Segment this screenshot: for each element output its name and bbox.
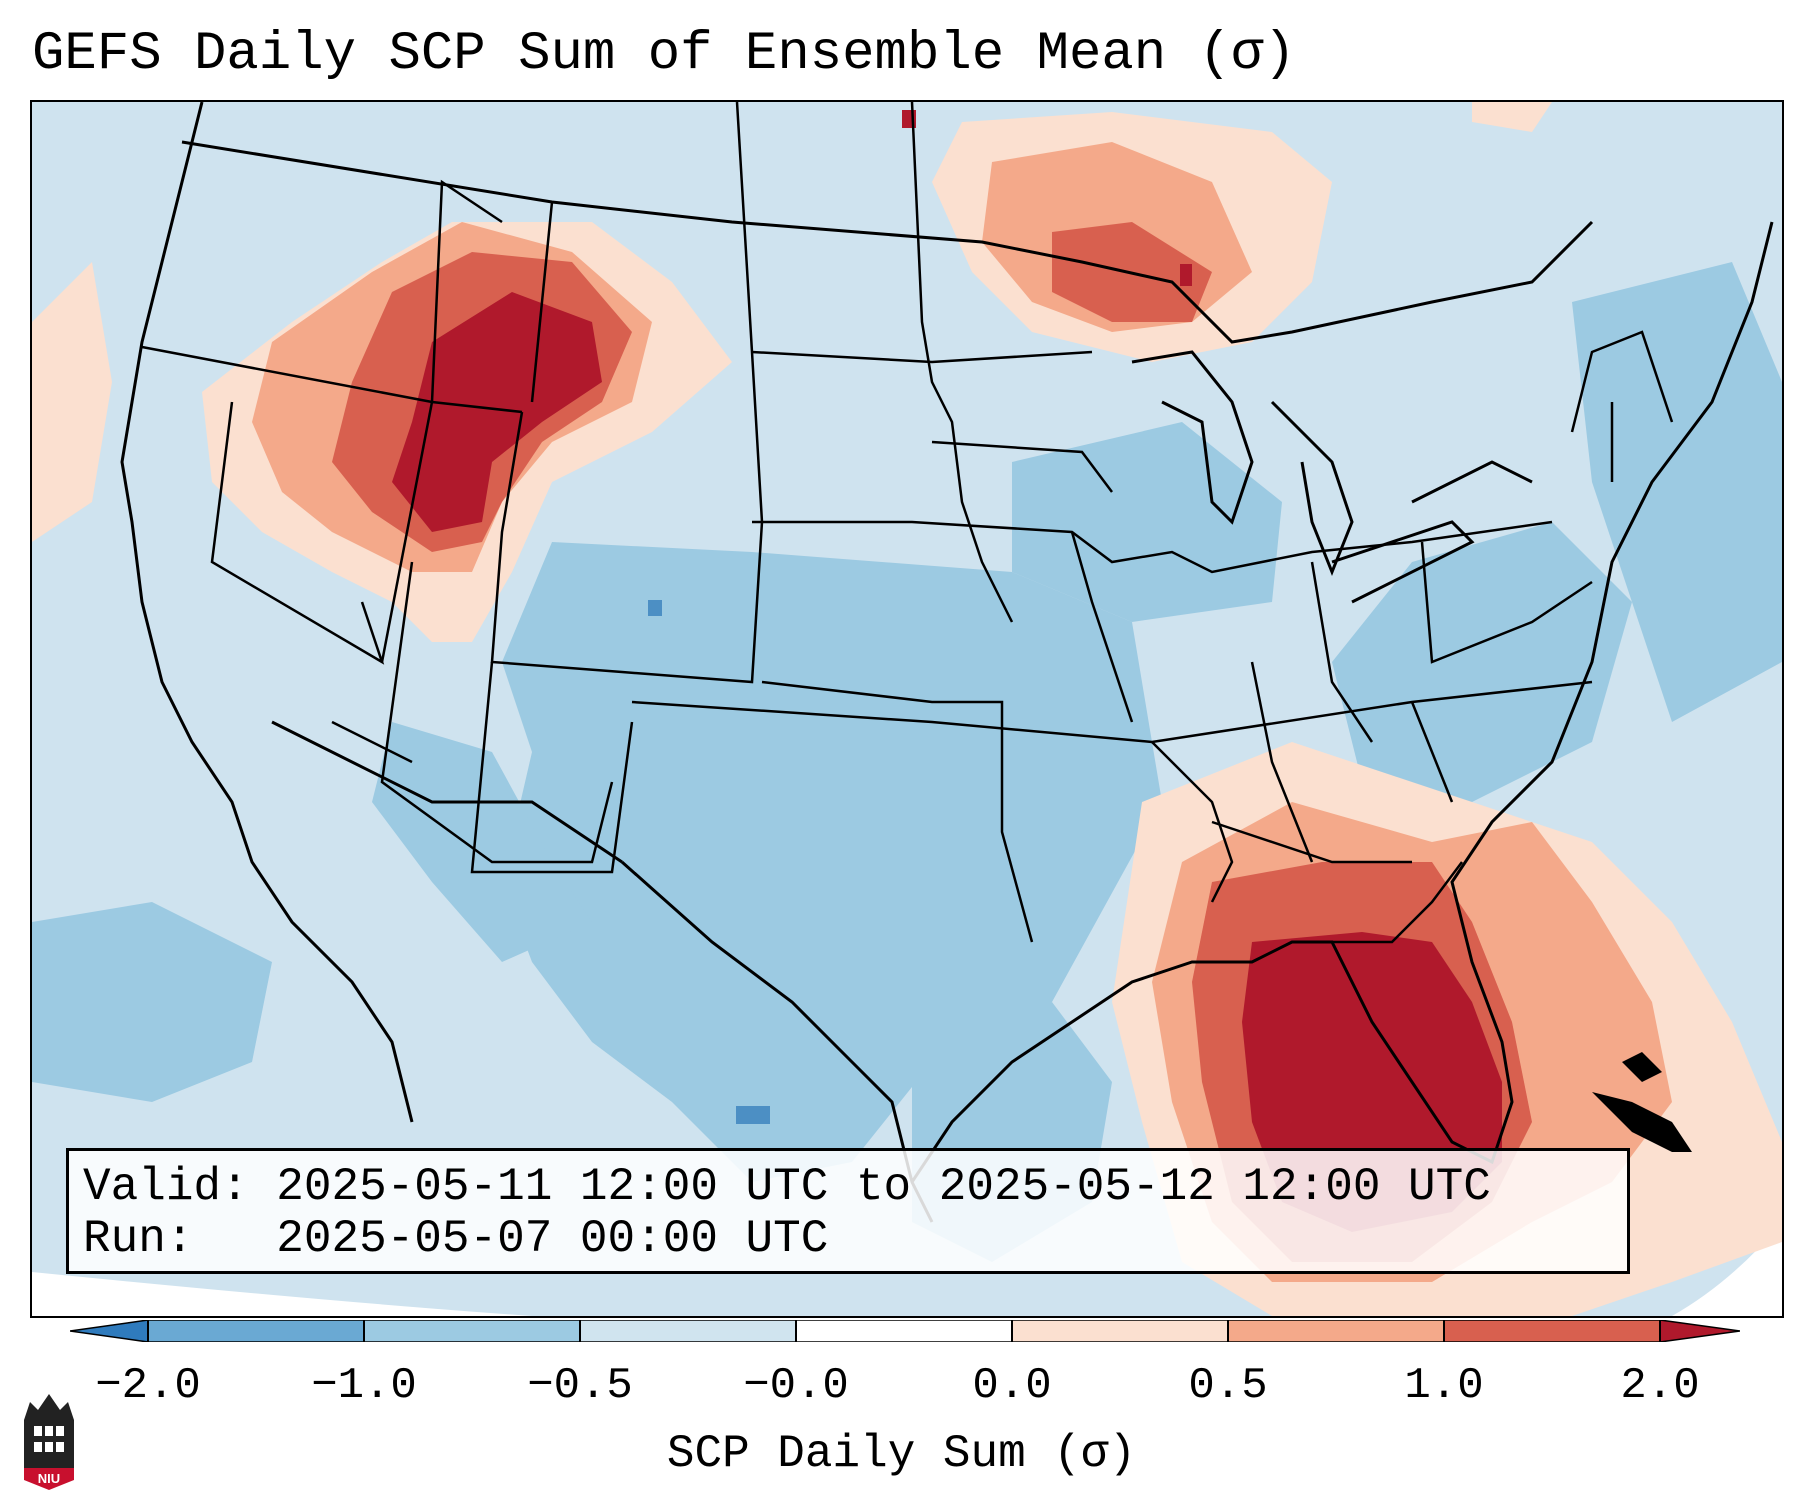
scp-field-hudson-light (1472, 102, 1552, 132)
islands (1592, 1052, 1692, 1152)
projection-edge-left (32, 1272, 532, 1316)
colorbar-tick-3: −0.5 (527, 1361, 633, 1411)
scp-cell-max-superior (1180, 264, 1192, 286)
valid-value: 2025-05-11 12:00 UTC to 2025-05-12 12:00… (276, 1161, 1491, 1213)
valid-label: Valid: (83, 1161, 249, 1213)
great-lakes (1131, 350, 1533, 604)
colorbar-seg-3 (580, 1320, 796, 1342)
colorbar-tick-7: 1.0 (1404, 1361, 1484, 1411)
us-outline (120, 102, 1774, 1223)
colorbar-seg-6 (1228, 1320, 1444, 1342)
colorbar-tick-1: −2.0 (95, 1361, 201, 1411)
map-panel (30, 100, 1784, 1318)
niu-logo: NIU (24, 1394, 74, 1490)
projection-edge-right (1672, 1222, 1782, 1316)
colorbar-tick-2: −1.0 (311, 1361, 417, 1411)
valid-row: Valid: 2025-05-11 12:00 UTC to 2025-05-1… (83, 1161, 1613, 1213)
scp-field-atlantic (1572, 262, 1782, 722)
map-title: GEFS Daily SCP Sum of Ensemble Mean (σ) (32, 24, 1296, 85)
colorbar-extend-min (70, 1320, 149, 1342)
valid-run-info-box: Valid: 2025-05-11 12:00 UTC to 2025-05-1… (66, 1148, 1630, 1274)
west-coast (120, 102, 414, 1123)
scp-cell-min-mexico (736, 1106, 770, 1124)
colorbar-seg-5 (1012, 1320, 1228, 1342)
colorbar-tick-5: 0.0 (972, 1361, 1052, 1411)
state-borders (141, 102, 1674, 944)
scp-cell-min-colorado (648, 600, 662, 616)
colorbar-seg-1 (148, 1320, 364, 1342)
scp-field-pacific-west-light (32, 262, 112, 542)
run-label: Run: (83, 1213, 194, 1265)
colorbar-extend-max (1659, 1320, 1740, 1342)
svg-text:NIU: NIU (38, 1471, 60, 1486)
scp-field-pacific (32, 902, 272, 1102)
colorbar-seg-7 (1444, 1320, 1660, 1342)
scp-field-southwest (372, 722, 592, 962)
canada-border (181, 140, 1594, 344)
scp-field-east (1332, 522, 1632, 802)
map-canvas (32, 102, 1782, 1316)
colorbar-tick-8: 2.0 (1620, 1361, 1700, 1411)
colorbar-tick-4: −0.0 (743, 1361, 849, 1411)
colorbar-seg-4 (796, 1320, 1012, 1342)
scp-field-max-northwest (392, 292, 602, 532)
colorbar-tick-6: 0.5 (1188, 1361, 1268, 1411)
colorbar (70, 1320, 1740, 1342)
mexico-border (271, 720, 623, 864)
run-value: 2025-05-07 00:00 UTC (276, 1213, 829, 1265)
colorbar-label: SCP Daily Sum (σ) (666, 1428, 1137, 1480)
run-row: Run: 2025-05-07 00:00 UTC (83, 1213, 1613, 1265)
colorbar-seg-2 (364, 1320, 580, 1342)
